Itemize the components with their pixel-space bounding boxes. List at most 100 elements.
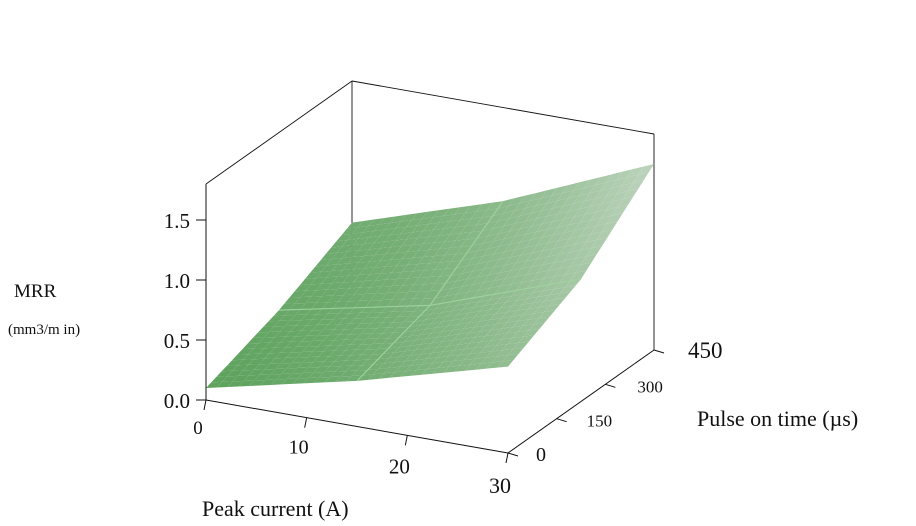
surface-facet (535, 195, 552, 206)
surface-facet (454, 364, 471, 372)
surface-facet (457, 297, 474, 306)
surface-facet (511, 298, 528, 307)
surface-facet (357, 374, 373, 381)
surface-facet (351, 359, 368, 366)
surface-facet (393, 336, 410, 344)
surface-facet (473, 288, 490, 298)
surface-facet (326, 258, 343, 266)
surface-facet (410, 369, 427, 376)
surface-facet (579, 198, 596, 209)
surface-facet (423, 248, 440, 257)
surface-facet (346, 375, 363, 382)
surface-facet (558, 217, 574, 228)
surface-facet (406, 231, 423, 240)
surface-facet (425, 322, 442, 330)
surface-facet (536, 208, 553, 219)
surface-facet (440, 294, 457, 304)
surface-facet (497, 360, 514, 368)
surface-facet (387, 332, 404, 339)
surface-facet (407, 257, 424, 265)
surface-facet (522, 296, 539, 305)
surface-facet (465, 204, 482, 213)
surface-facet (281, 368, 298, 374)
surface-facet (370, 293, 387, 301)
surface-facet (453, 333, 469, 341)
surface-facet (554, 291, 571, 300)
surface-facet (227, 381, 244, 387)
surface-facet (343, 287, 360, 296)
surface-facet (488, 251, 505, 262)
surface-facet (515, 239, 532, 250)
surface-facet (472, 261, 489, 272)
surface-facet (419, 297, 436, 306)
surface-facet (527, 301, 544, 309)
surface-facet (396, 257, 413, 266)
surface-facet (373, 367, 389, 375)
surface-facet (327, 308, 344, 314)
surface-facet (216, 381, 233, 388)
surface-facet (392, 306, 409, 312)
surface-facet (393, 327, 410, 333)
surface-facet (408, 310, 425, 317)
surface-facet (355, 323, 372, 329)
surface-facet (401, 250, 418, 259)
surface-facet (506, 325, 523, 334)
surface-facet (553, 266, 570, 277)
surface-facet (450, 266, 467, 276)
surface-facet (384, 221, 401, 230)
surface-facet (323, 345, 340, 352)
surface-facet (307, 340, 324, 347)
surface-facet (426, 341, 443, 349)
surface-facet (354, 287, 371, 295)
surface-facet (378, 362, 395, 369)
surface-facet (242, 343, 259, 350)
surface-facet (392, 316, 409, 323)
surface-facet (484, 308, 501, 316)
surface-facet (405, 364, 422, 372)
surface-facet (533, 295, 549, 303)
surface-facet (487, 226, 504, 236)
surface-facet (421, 347, 437, 355)
surface-facet (450, 239, 467, 248)
surface-facet (483, 259, 500, 270)
surface-facet (395, 232, 412, 241)
surface-facet (569, 256, 586, 267)
surface-facet (388, 351, 405, 359)
surface-facet (562, 195, 579, 207)
surface-facet (300, 290, 317, 298)
surface-facet (501, 331, 518, 340)
surface-facet (275, 373, 292, 380)
surface-facet (477, 241, 494, 251)
surface-facet (499, 249, 516, 260)
surface-facet (317, 319, 334, 325)
surface-facet (394, 365, 411, 373)
surface-facet (531, 229, 548, 240)
surface-facet (440, 281, 457, 291)
surface-facet (538, 310, 555, 319)
surface-facet (578, 185, 595, 196)
surface-facet (381, 292, 398, 301)
surface-facet (526, 237, 542, 248)
surface-facet (466, 230, 483, 240)
surface-facet (521, 286, 538, 295)
surface-facet (478, 294, 495, 302)
surface-facet (305, 271, 322, 279)
surface-facet (387, 322, 404, 328)
surface-facet (552, 224, 569, 236)
surface-facet (409, 319, 426, 327)
surface-facet (532, 270, 549, 281)
surface-facet (312, 335, 329, 341)
surface-facet (300, 302, 317, 310)
surface-facet (354, 300, 371, 308)
surface-facet (315, 270, 332, 279)
surface-facet (476, 202, 493, 212)
surface-facet (498, 223, 515, 234)
surface-facet (396, 245, 413, 253)
surface-facet (553, 252, 570, 263)
surface-facet (221, 365, 238, 372)
surface-facet (386, 285, 403, 293)
surface-facet (413, 291, 430, 299)
surface-facet (408, 284, 425, 292)
surface-facet (310, 277, 327, 285)
surface-facet (422, 210, 439, 219)
